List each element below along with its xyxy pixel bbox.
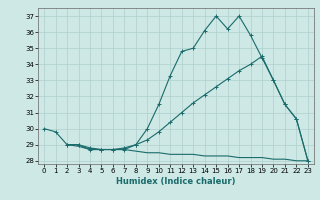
X-axis label: Humidex (Indice chaleur): Humidex (Indice chaleur) xyxy=(116,177,236,186)
